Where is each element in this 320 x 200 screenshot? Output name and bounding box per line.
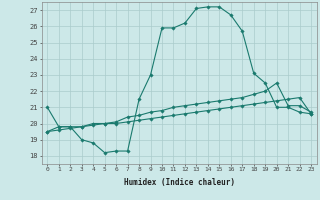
X-axis label: Humidex (Indice chaleur): Humidex (Indice chaleur) xyxy=(124,178,235,187)
